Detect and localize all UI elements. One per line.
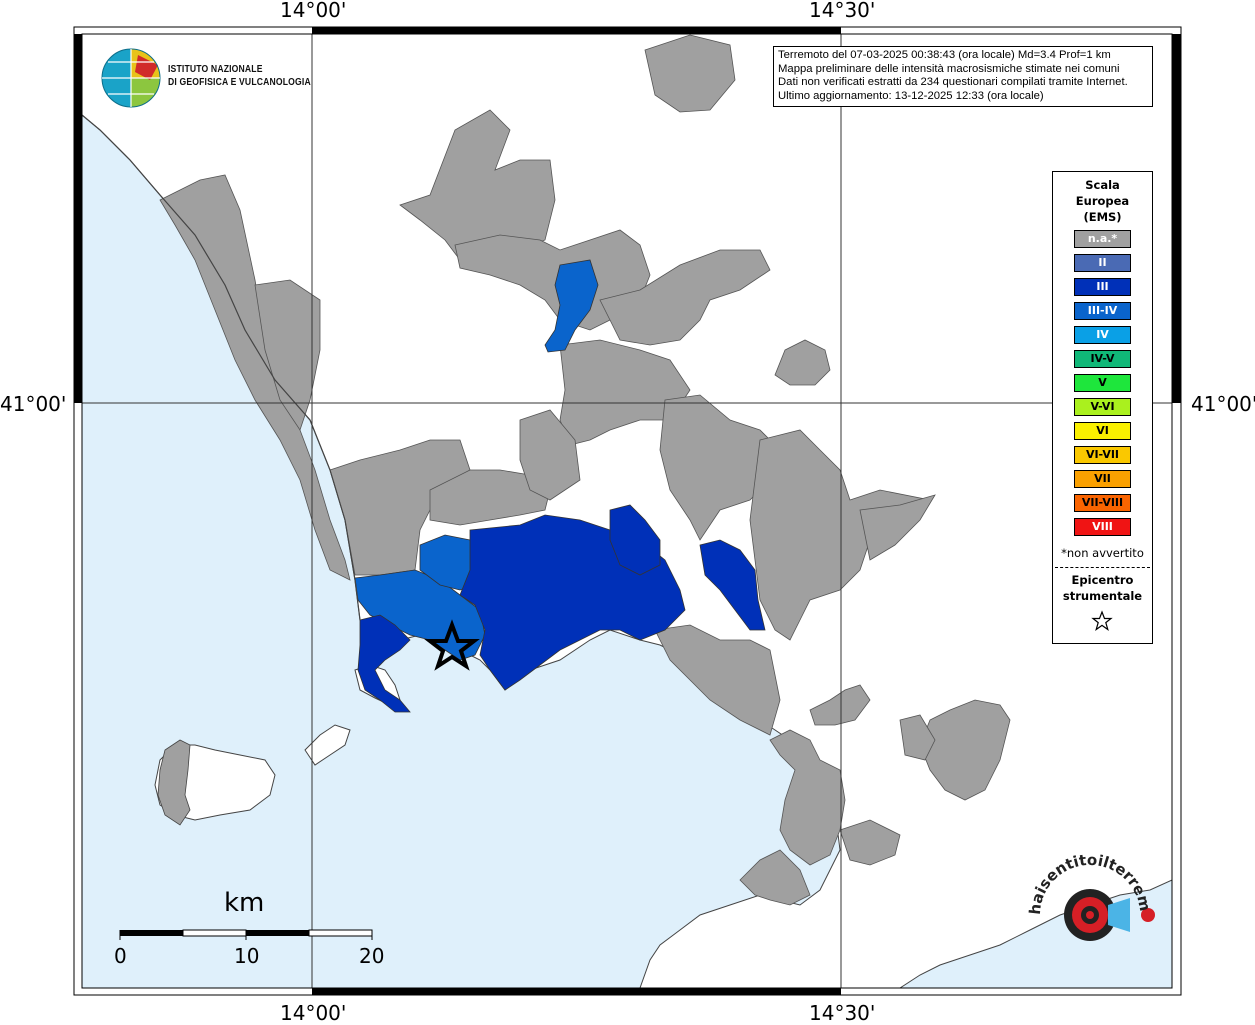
info-line-2: Mappa preliminare delle intensità macros… <box>778 62 1120 75</box>
epicenter-star <box>424 619 480 671</box>
legend-note: *non avvertito <box>1061 546 1144 560</box>
iii-comuni <box>357 504 766 713</box>
legend-item-iv-v: IV-V <box>1074 350 1131 368</box>
legend-item-vi-vii: VI-VII <box>1074 446 1131 464</box>
scale-unit: km <box>224 888 265 918</box>
haisentito-logo-icon <box>1064 889 1155 941</box>
graticule <box>82 34 1172 988</box>
legend-item-n-a: n.a.* <box>1074 230 1131 248</box>
map-border <box>73 26 1182 996</box>
legend-item-viii: VIII <box>1074 518 1131 536</box>
ingv-logo-text: ISTITUTO NAZIONALE DI GEOFISICA E VULCAN… <box>168 63 311 89</box>
procida-island <box>304 724 351 766</box>
scale-label-0: 0 <box>114 944 127 968</box>
legend-item-ii: II <box>1074 254 1131 272</box>
legend-item-vii: VII <box>1074 470 1131 488</box>
info-line-4: Ultimo aggiornamento: 13-12-2025 12:33 (… <box>778 89 1044 102</box>
ischia-comune <box>157 739 191 826</box>
legend-item-vi: VI <box>1074 422 1131 440</box>
legend-item-iii-iv: III-IV <box>1074 302 1131 320</box>
legend-separator <box>1055 567 1150 568</box>
legend-title: Scala Europea (EMS) <box>1053 177 1152 225</box>
legend-item-v: V <box>1074 374 1131 392</box>
legend: Scala Europea (EMS) n.a.* II III III-IV IV IV… <box>1052 171 1153 644</box>
legend-item-iv: IV <box>1074 326 1131 344</box>
legend-title-line-1: Scala <box>1085 178 1120 192</box>
map-area <box>81 34 1173 989</box>
svg-text:haisentitoilterremoto: haisentitoilterremoto <box>1020 845 1154 915</box>
legend-item-v-vi: V-VI <box>1074 398 1131 416</box>
lat-label-left: 41°00' <box>0 392 67 416</box>
lon-label-bottom-left: 14°00' <box>280 1001 347 1025</box>
legend-title-line-2: Europea <box>1075 194 1130 208</box>
legend-item-iii: III <box>1074 278 1131 296</box>
scale-bar <box>119 929 373 940</box>
legend-item-vii-viii: VII-VIII <box>1074 494 1131 512</box>
lat-label-right: 41°00' <box>1191 392 1255 416</box>
info-line-3: Dati non verificati estratti da 234 ques… <box>778 76 1128 89</box>
coastline <box>81 114 361 621</box>
ingv-logo-icon <box>101 48 161 108</box>
lon-label-bottom-right: 14°30' <box>809 1001 876 1025</box>
legend-epicenter-line-2: strumentale <box>1062 589 1143 603</box>
logo-line-2: DI GEOFISICA E VULCANOLOGIA <box>168 76 311 88</box>
haisentito-logo-text: haisentitoilterremoto <box>1020 845 1154 915</box>
lon-label-top-left: 14°00' <box>280 0 347 22</box>
legend-epicenter-line-1: Epicentro <box>1071 573 1134 587</box>
lon-label-top-right: 14°30' <box>809 0 876 22</box>
legend-star-icon <box>1091 610 1113 631</box>
na-comuni <box>159 34 1011 906</box>
info-line-1: Terremoto del 07-03-2025 00:38:43 (ora l… <box>778 49 1111 61</box>
iii-iv-comuni <box>354 259 599 661</box>
legend-epicenter-label: Epicentro strumentale <box>1053 572 1152 604</box>
scale-label-10: 10 <box>234 944 260 968</box>
logo-line-1: ISTITUTO NAZIONALE <box>168 63 263 75</box>
scale-label-20: 20 <box>359 944 385 968</box>
event-info-box: Terremoto del 07-03-2025 00:38:43 (ora l… <box>773 46 1153 107</box>
legend-title-line-3: (EMS) <box>1083 210 1122 224</box>
